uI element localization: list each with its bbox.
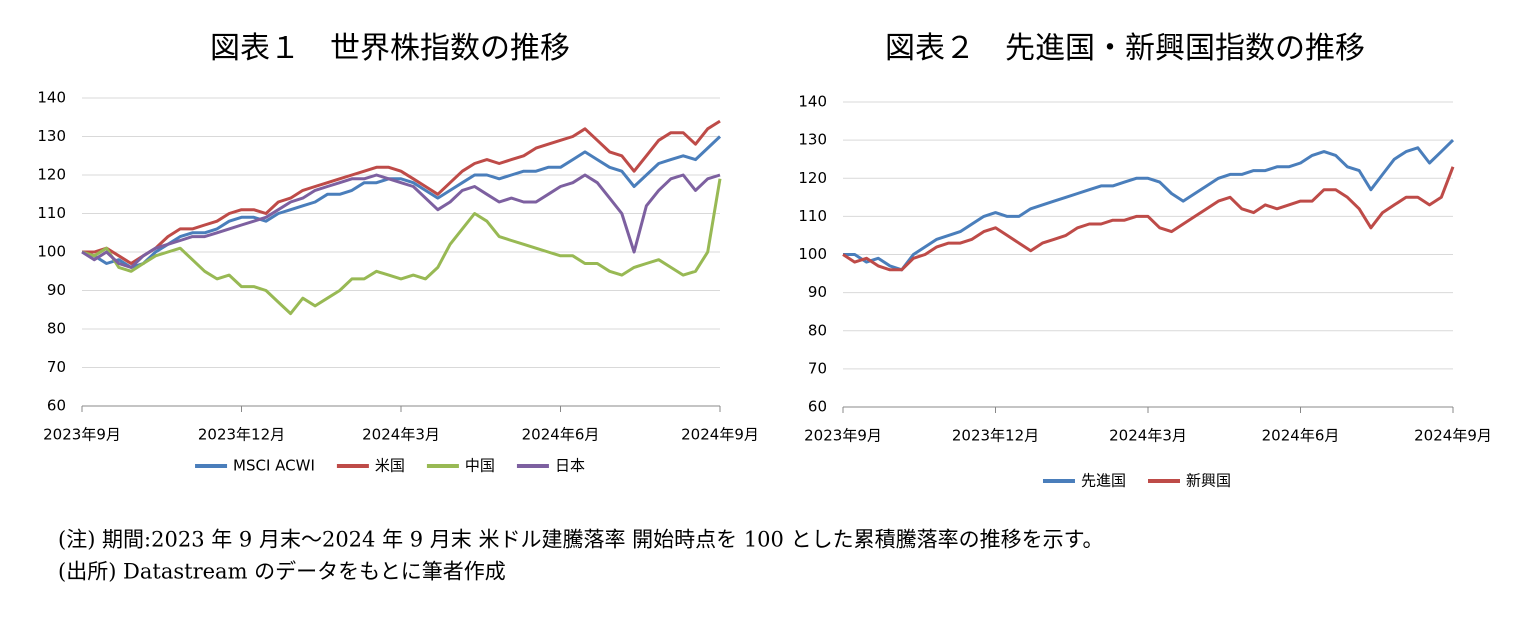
y-tick-label: 100 [37, 243, 66, 261]
y-tick-label: 140 [798, 93, 827, 111]
legend-label: 先進国 [1081, 472, 1126, 490]
chart-title: 図表２ 先進国・新興国指数の推移 [885, 31, 1365, 66]
note: (注) 期間:2023 年 9 月末～2024 年 9 月末 米ドル建騰落率 開… [58, 528, 1103, 552]
y-tick-label: 80 [808, 321, 827, 339]
series-line [843, 139, 1455, 272]
y-tick-label: 130 [798, 131, 827, 149]
series-line [81, 178, 722, 316]
y-tick-label: 90 [808, 283, 827, 301]
series-line [81, 135, 722, 269]
note: (出所) Datastream のデータをもとに筆者作成 [58, 560, 506, 584]
y-tick-label: 60 [808, 398, 827, 416]
x-tick-label: 2024年3月 [1109, 427, 1187, 445]
series-line [82, 119, 721, 265]
x-tick-label: 2024年6月 [1262, 427, 1340, 445]
y-tick-label: 70 [47, 358, 66, 376]
y-tick-label: 110 [37, 204, 66, 222]
legend-label: 日本 [555, 457, 585, 475]
y-tick-label: 70 [808, 359, 827, 377]
y-tick-label: 60 [47, 397, 66, 415]
x-tick-label: 2023年12月 [198, 426, 285, 444]
chart-title: 図表１ 世界株指数の推移 [210, 31, 570, 66]
y-tick-label: 130 [37, 127, 66, 145]
series-line [842, 166, 1455, 272]
legend-label: 中国 [465, 457, 495, 475]
y-tick-label: 120 [798, 169, 827, 187]
y-tick-label: 90 [47, 281, 66, 299]
x-tick-label: 2024年9月 [1414, 427, 1492, 445]
x-tick-label: 2024年9月 [681, 426, 759, 444]
legend-label: 米国 [375, 457, 405, 475]
legend-label: 新興国 [1186, 472, 1231, 490]
x-tick-label: 2023年12月 [952, 427, 1039, 445]
x-tick-label: 2023年9月 [804, 427, 882, 445]
y-tick-label: 110 [798, 207, 827, 225]
series-line [81, 173, 721, 269]
y-tick-label: 120 [37, 166, 66, 184]
y-tick-label: 100 [798, 245, 827, 263]
x-tick-label: 2024年3月 [362, 426, 440, 444]
x-tick-label: 2024年6月 [522, 426, 600, 444]
y-tick-label: 80 [47, 320, 66, 338]
legend-label: MSCI ACWI [233, 457, 315, 475]
x-tick-label: 2023年9月 [43, 426, 121, 444]
y-tick-label: 140 [37, 89, 66, 107]
